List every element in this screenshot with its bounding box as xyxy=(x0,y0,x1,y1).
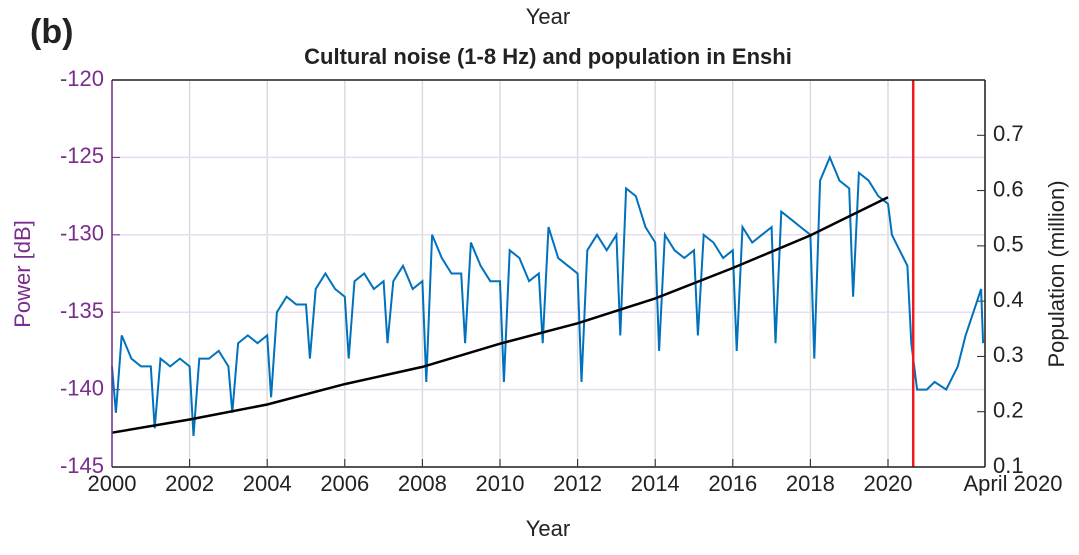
y-tick-label: -135 xyxy=(60,298,104,323)
top-axis-label: Year xyxy=(526,4,570,29)
x-tick-label: 2008 xyxy=(398,471,447,496)
y2-tick-label: 0.5 xyxy=(993,232,1024,257)
panel-label: (b) xyxy=(30,13,73,51)
y2-tick-label: 0.6 xyxy=(993,176,1024,201)
x-tick-label: 2020 xyxy=(864,471,913,496)
x-tick-label: 2006 xyxy=(320,471,369,496)
x-tick-label: 2004 xyxy=(243,471,292,496)
x-tick-label: 2010 xyxy=(476,471,525,496)
series-line xyxy=(111,196,889,434)
y2-tick-label: 0.2 xyxy=(993,398,1024,423)
y2-tick-label: 0.4 xyxy=(993,287,1024,312)
x-tick-label: 2014 xyxy=(631,471,680,496)
x-tick-label: 2012 xyxy=(553,471,602,496)
x-tick-label: 2016 xyxy=(708,471,757,496)
y-tick-label: -140 xyxy=(60,375,104,400)
series-line xyxy=(111,154,985,437)
y-tick-label: -145 xyxy=(60,453,104,478)
x-tick-label: 2000 xyxy=(88,471,137,496)
y-tick-label: -130 xyxy=(60,221,104,246)
y2-axis-label: Population (million) xyxy=(1044,180,1069,367)
y-tick-label: -120 xyxy=(60,66,104,91)
x-tick-label: 2002 xyxy=(165,471,214,496)
chart-title: Cultural noise (1-8 Hz) and population i… xyxy=(304,44,792,69)
x-axis-label: Year xyxy=(526,516,570,541)
x-tick-label: 2018 xyxy=(786,471,835,496)
y2-tick-label: 0.1 xyxy=(993,453,1024,478)
y-tick-label: -125 xyxy=(60,143,104,168)
x-tick-label: April 2020 xyxy=(963,471,1062,496)
y-axis-label: Power [dB] xyxy=(10,220,35,328)
y2-tick-label: 0.7 xyxy=(993,121,1024,146)
y2-tick-label: 0.3 xyxy=(993,342,1024,367)
